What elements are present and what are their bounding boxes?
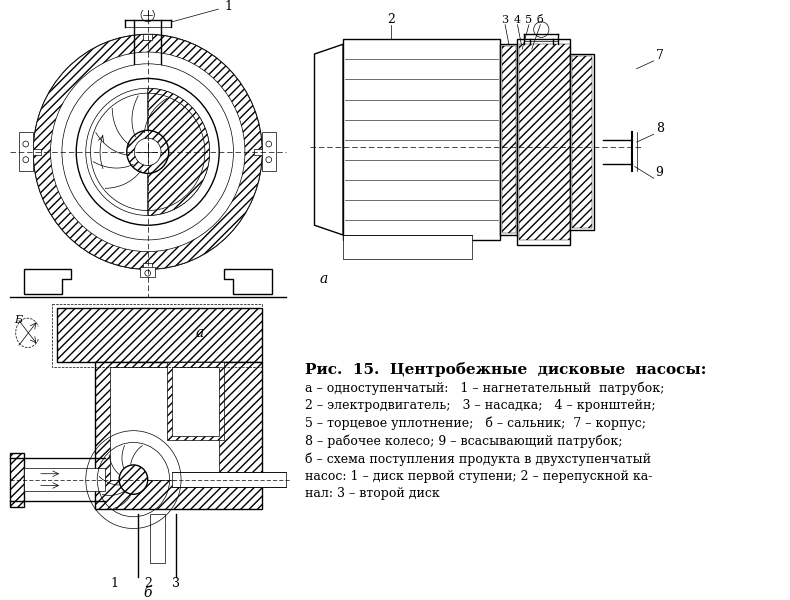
Bar <box>143 34 152 40</box>
Circle shape <box>134 138 161 166</box>
Bar <box>19 132 33 172</box>
Text: б: б <box>144 586 152 600</box>
Text: а: а <box>320 272 328 286</box>
Wedge shape <box>148 88 209 215</box>
Text: 1: 1 <box>171 0 232 22</box>
Bar <box>570 54 594 230</box>
Text: 5: 5 <box>525 15 532 25</box>
Polygon shape <box>224 269 272 294</box>
Text: 4: 4 <box>514 15 521 25</box>
Bar <box>57 308 262 362</box>
Text: б: б <box>537 15 544 25</box>
Text: 3: 3 <box>502 15 509 25</box>
Bar <box>140 268 156 277</box>
Text: 7: 7 <box>656 49 664 62</box>
Bar <box>500 44 517 235</box>
Text: 1: 1 <box>111 577 118 590</box>
Text: насос: 1 – диск первой ступени; 2 – перепускной ка-: насос: 1 – диск первой ступени; 2 – пере… <box>305 470 653 483</box>
Bar <box>110 367 219 479</box>
Wedge shape <box>91 93 148 211</box>
Text: 8 – рабочее колесо; 9 – всасывающий патрубок;: 8 – рабочее колесо; 9 – всасывающий патр… <box>305 434 623 448</box>
Text: б – схема поступления продукта в двухступенчатый: б – схема поступления продукта в двухсту… <box>305 452 651 466</box>
Circle shape <box>23 157 28 163</box>
Text: нал: 3 – второй диск: нал: 3 – второй диск <box>305 487 440 500</box>
Bar <box>517 40 570 245</box>
Bar <box>32 149 41 155</box>
Bar <box>149 514 165 563</box>
Circle shape <box>141 8 154 22</box>
Bar <box>502 46 516 233</box>
Circle shape <box>23 141 28 147</box>
Circle shape <box>126 130 169 173</box>
Wedge shape <box>148 93 205 211</box>
Bar <box>262 132 276 172</box>
Polygon shape <box>314 44 343 235</box>
Text: 2 – электродвигатель;   3 – насадка;   4 – кронштейн;: 2 – электродвигатель; 3 – насадка; 4 – к… <box>305 400 656 412</box>
Circle shape <box>145 270 151 276</box>
Text: а – одноступенчатый:   1 – нагнетательный  патрубок;: а – одноступенчатый: 1 – нагнетательный … <box>305 382 664 395</box>
Wedge shape <box>33 34 262 269</box>
Bar <box>254 149 264 155</box>
Text: Рис.  15.  Центробежные  дисковые  насосы:: Рис. 15. Центробежные дисковые насосы: <box>305 362 706 377</box>
Bar <box>171 367 219 436</box>
Polygon shape <box>24 269 71 294</box>
Bar <box>9 453 24 507</box>
Bar <box>143 263 152 269</box>
Text: Б: Б <box>14 315 22 325</box>
Bar <box>96 362 262 509</box>
Text: 9: 9 <box>656 166 664 179</box>
Text: 8: 8 <box>656 122 664 135</box>
Bar <box>52 304 262 367</box>
Text: 2: 2 <box>144 577 152 590</box>
Bar <box>24 468 105 491</box>
Circle shape <box>534 22 549 37</box>
Bar <box>167 362 224 440</box>
Bar <box>343 235 472 259</box>
Text: 3: 3 <box>172 577 180 590</box>
Bar <box>572 56 592 228</box>
Circle shape <box>266 157 272 163</box>
Bar <box>343 40 500 240</box>
Circle shape <box>266 141 272 147</box>
Text: а: а <box>196 326 205 340</box>
Text: 2: 2 <box>387 13 395 26</box>
Bar <box>171 472 286 487</box>
Bar <box>519 44 570 240</box>
Text: 5 – торцевое уплотнение;   б́ – сальник;  7 – корпус;: 5 – торцевое уплотнение; б́ – сальник; 7… <box>305 417 646 430</box>
Circle shape <box>119 465 148 494</box>
